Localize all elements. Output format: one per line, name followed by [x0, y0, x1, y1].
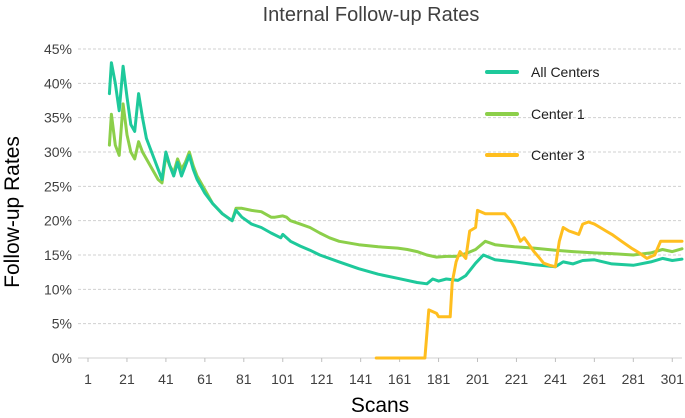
series-line-center-3 [374, 208, 684, 360]
x-tick-label: 201 [466, 371, 490, 387]
x-tick-label: 81 [236, 371, 252, 387]
legend: All Centers Center 1 Center 3 [485, 64, 599, 163]
chart-title: Internal Follow-up Rates [263, 4, 480, 26]
x-tick-label: 161 [388, 371, 412, 387]
legend-label: Center 1 [531, 106, 585, 122]
y-tick-label: 15% [44, 247, 72, 263]
x-tick-label: 121 [310, 371, 334, 387]
y-axis-ticks: 0% 5% 10% 15% 20% 25% 30% 35% 40% 45% [44, 41, 72, 366]
y-tick-label: 0% [52, 350, 72, 366]
y-tick-label: 5% [52, 316, 72, 332]
x-axis-label: Scans [351, 394, 409, 417]
x-tick-label: 41 [158, 371, 174, 387]
x-tick-label: 261 [583, 371, 607, 387]
y-tick-label: 45% [44, 41, 72, 57]
y-tick-label: 35% [44, 110, 72, 126]
y-tick-label: 30% [44, 144, 72, 160]
x-tick-label: 301 [661, 371, 685, 387]
y-tick-label: 40% [44, 75, 72, 91]
x-tick-label: 221 [505, 371, 529, 387]
x-tick-label: 101 [271, 371, 295, 387]
x-axis-ticks: 1 21 41 61 81 101 121 141 161 181 201 221 241 261 281 3… [84, 358, 684, 387]
y-tick-label: 10% [44, 281, 72, 297]
x-tick-label: 281 [622, 371, 646, 387]
x-tick-label: 241 [544, 371, 568, 387]
x-tick-label: 181 [427, 371, 451, 387]
x-tick-label: 21 [119, 371, 135, 387]
series-lines [107, 61, 684, 360]
y-axis-label: Follow-up Rates [1, 136, 24, 288]
series-line-center-1 [107, 102, 684, 259]
legend-label: Center 3 [531, 147, 585, 163]
x-tick-label: 1 [84, 371, 92, 387]
gridlines [78, 48, 682, 325]
x-tick-label: 61 [197, 371, 213, 387]
y-tick-label: 20% [44, 213, 72, 229]
legend-label: All Centers [531, 64, 599, 80]
y-tick-label: 25% [44, 178, 72, 194]
series-line-all-centers [107, 61, 684, 286]
x-tick-label: 141 [349, 371, 373, 387]
